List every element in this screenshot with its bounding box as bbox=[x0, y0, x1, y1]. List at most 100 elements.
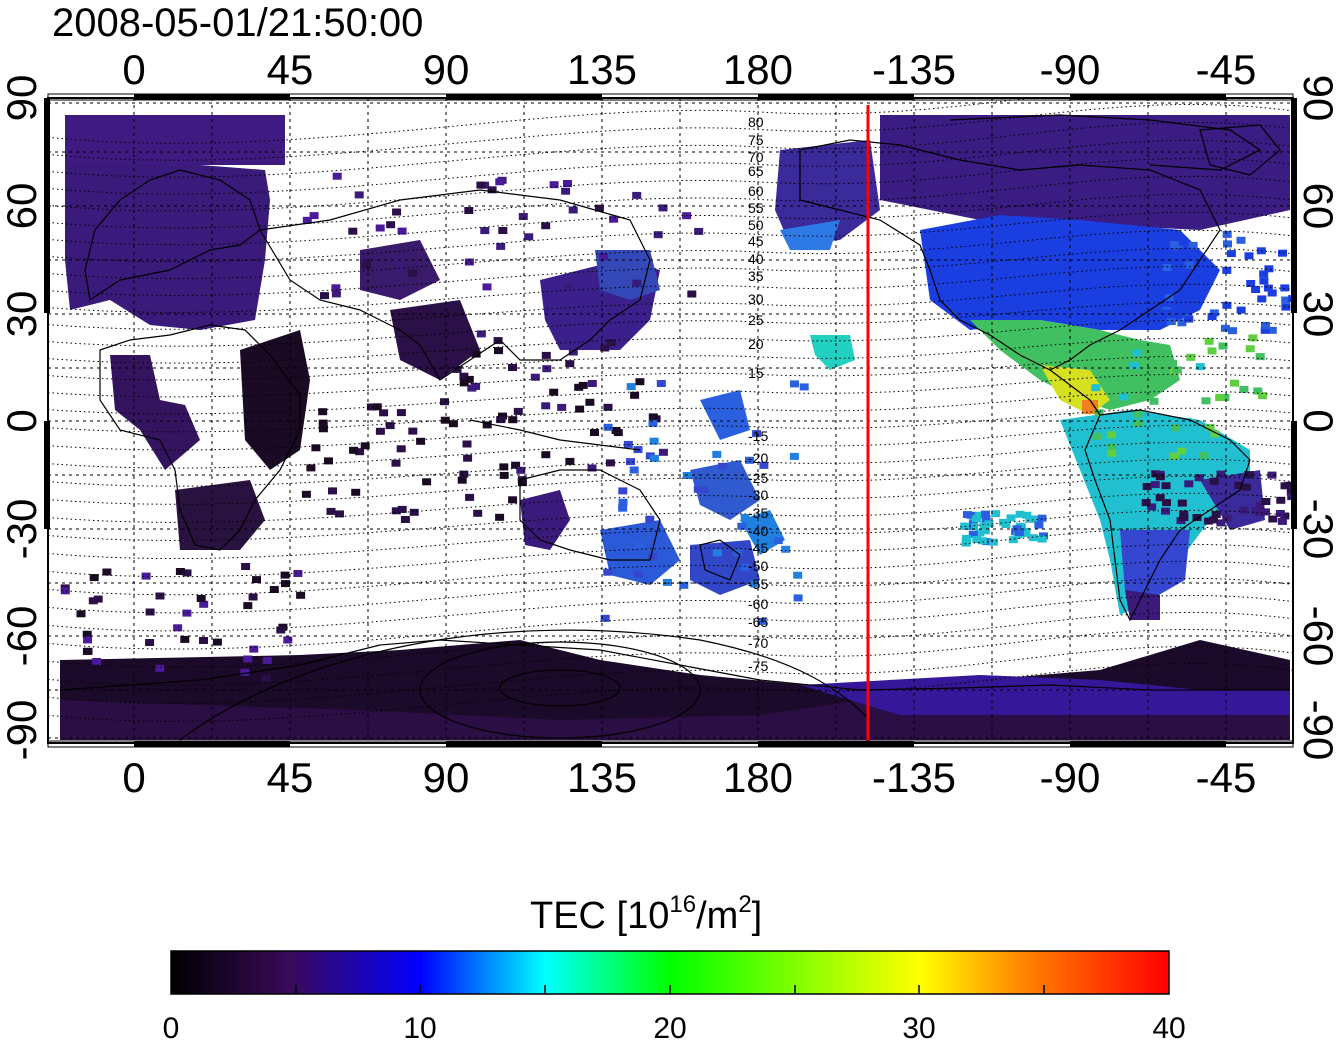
lon-bottom-tick: 180 bbox=[723, 754, 793, 801]
tec-pixel bbox=[1186, 353, 1196, 361]
tec-patch-e-australia bbox=[600, 520, 680, 585]
tec-pixel bbox=[568, 348, 578, 356]
tec-pixel bbox=[309, 212, 319, 220]
tec-pixel bbox=[173, 624, 183, 632]
tec-pixel bbox=[1258, 392, 1267, 400]
tec-pixel bbox=[459, 372, 469, 380]
tec-pixel bbox=[1199, 452, 1209, 460]
tec-pixel bbox=[961, 539, 971, 547]
tec-pixel bbox=[1207, 313, 1217, 320]
tec-pixel bbox=[1267, 326, 1277, 334]
lat-left-tick: -30 bbox=[0, 499, 45, 560]
tec-pixel bbox=[565, 360, 575, 368]
tec-patch-gulf-alaska bbox=[780, 220, 840, 250]
tec-pixel bbox=[76, 610, 86, 618]
tec-pixel bbox=[1139, 421, 1149, 429]
tec-pixel bbox=[789, 452, 799, 460]
lat-right-tick: 30 bbox=[1295, 291, 1340, 338]
tec-pixel bbox=[1184, 261, 1194, 269]
tec-pixel bbox=[1177, 499, 1187, 507]
tec-pixel bbox=[83, 647, 93, 655]
tec-patch-c-pacific bbox=[700, 390, 750, 440]
tec-pixel bbox=[1236, 236, 1246, 244]
tec-pixel bbox=[1230, 379, 1239, 387]
tec-pixel bbox=[1215, 394, 1225, 401]
tec-pixel bbox=[1245, 345, 1255, 353]
tec-pixel bbox=[969, 523, 979, 531]
tec-pixel bbox=[972, 515, 981, 523]
tec-pixel bbox=[92, 658, 102, 665]
lon-labels-top: 0 45 90 135 180 -135 -90 -45 bbox=[122, 46, 1256, 93]
tec-pixel bbox=[182, 609, 192, 617]
tec-pixel bbox=[320, 292, 329, 300]
tec-pixel bbox=[1260, 326, 1270, 334]
tec-pixel bbox=[757, 617, 767, 625]
tec-pixel bbox=[1155, 494, 1165, 502]
tec-pixel bbox=[594, 204, 604, 212]
tec-patch-mexico bbox=[970, 320, 1180, 410]
mlat-label: 40 bbox=[748, 251, 764, 267]
mlat-label: -50 bbox=[748, 558, 768, 574]
tec-pixel bbox=[653, 231, 663, 239]
tec-pixel bbox=[984, 520, 994, 528]
tec-pixel bbox=[409, 508, 419, 516]
lon-bottom-tick: 45 bbox=[267, 754, 314, 801]
tec-pixel bbox=[632, 279, 642, 287]
tec-pixel bbox=[351, 488, 361, 496]
mlat-contours bbox=[48, 98, 1293, 722]
lon-labels-bottom: 0 45 90 135 180 -135 -90 -45 bbox=[122, 754, 1256, 801]
tec-pixel bbox=[1210, 430, 1220, 438]
mlat-label: 15 bbox=[748, 365, 764, 381]
tec-pixel bbox=[1034, 521, 1044, 529]
tec-pixel bbox=[145, 639, 155, 646]
tec-pixel bbox=[975, 529, 985, 537]
tec-pixel bbox=[1162, 499, 1171, 507]
colorbar-title-unit: /m bbox=[696, 895, 738, 937]
tec-pixel bbox=[1222, 266, 1232, 274]
lat-left-tick: 60 bbox=[0, 183, 45, 230]
tec-pixel bbox=[212, 638, 222, 646]
tec-pixel bbox=[790, 380, 799, 388]
tec-pixel bbox=[1169, 452, 1179, 460]
tec-pixel bbox=[799, 383, 809, 391]
tec-pixel bbox=[1256, 508, 1265, 516]
tec-pixel bbox=[394, 257, 403, 265]
mlat-label: 70 bbox=[748, 149, 764, 165]
tec-pixel bbox=[600, 344, 610, 352]
tec-pixel bbox=[618, 487, 628, 495]
lat-left-tick: 90 bbox=[0, 75, 45, 122]
tec-pixel bbox=[1222, 514, 1232, 522]
tec-pixel bbox=[600, 614, 610, 622]
tec-pixel bbox=[968, 530, 978, 538]
mlat-label: -60 bbox=[748, 596, 768, 612]
lon-top-tick: 90 bbox=[423, 46, 470, 93]
tec-pixel bbox=[1226, 250, 1236, 258]
tec-pixel bbox=[1094, 409, 1104, 417]
tec-pixel bbox=[396, 445, 406, 453]
tec-pixel bbox=[1141, 499, 1151, 507]
tec-pixel bbox=[248, 593, 258, 601]
tec-pixel bbox=[1015, 510, 1025, 518]
mlat-contour bbox=[48, 122, 1293, 178]
tec-pixel bbox=[1092, 432, 1102, 440]
tec-pixel bbox=[972, 536, 982, 543]
tec-patch-e-africa bbox=[240, 330, 310, 470]
tec-pixel bbox=[1253, 387, 1263, 395]
lon-bottom-tick: 135 bbox=[567, 754, 637, 801]
tec-pixel bbox=[609, 215, 619, 223]
tec-pixel bbox=[1107, 443, 1117, 451]
tec-pixel bbox=[1228, 327, 1237, 335]
tec-pixel bbox=[618, 504, 628, 512]
tec-pixel bbox=[1222, 301, 1232, 309]
mlat-label: -45 bbox=[748, 540, 768, 556]
lat-right-tick: -30 bbox=[1295, 499, 1340, 560]
tec-pixel bbox=[1129, 362, 1139, 369]
tec-pixel bbox=[155, 592, 165, 600]
tec-pixel bbox=[1177, 319, 1187, 327]
tec-pixel bbox=[974, 511, 984, 519]
tec-pixel bbox=[1239, 385, 1249, 393]
mlat-label: -20 bbox=[748, 450, 768, 466]
tec-pixel bbox=[155, 664, 165, 672]
tec-pixel bbox=[981, 515, 991, 523]
tec-pixel bbox=[1268, 515, 1278, 523]
